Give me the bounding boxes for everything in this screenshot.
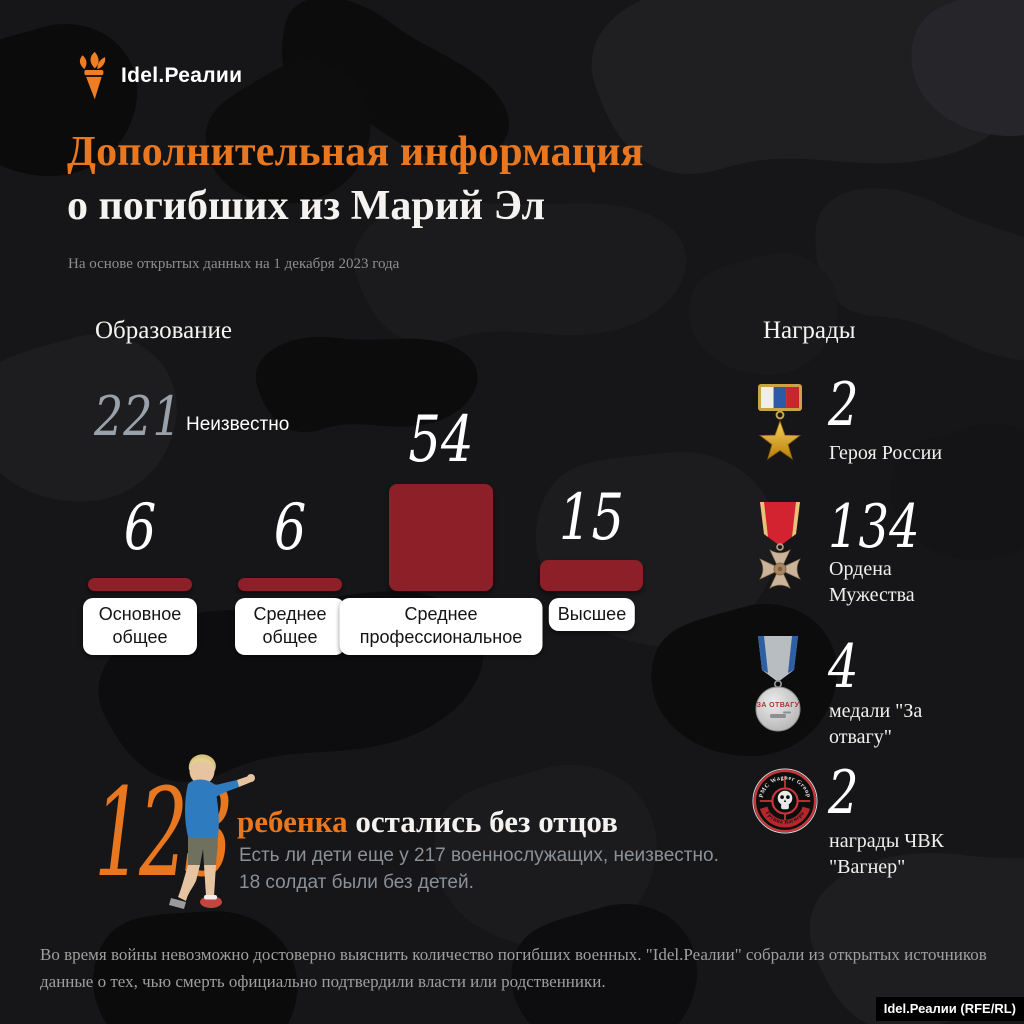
medal-inscription: ЗА ОТВАГУ xyxy=(757,702,800,709)
category-label-osnovnoe: Основное общее xyxy=(83,598,197,655)
bar-value-osnovnoe: 6 xyxy=(123,491,157,565)
award-label-order-of-courage: Ордена Мужества xyxy=(829,558,915,606)
medal-za-otvagu-icon: ЗА ОТВАГУ xyxy=(755,636,801,732)
category-label-srednee: Среднее общее xyxy=(235,598,345,655)
category-label-vysshee: Высшее xyxy=(548,598,636,632)
footer-disclaimer: Во время войны невозможно достоверно выя… xyxy=(40,945,987,992)
unknown-count: 221 xyxy=(94,385,182,448)
bar-professionalnoe xyxy=(389,484,493,591)
children-label-rest: остались без отцов xyxy=(355,804,618,839)
award-label-hero-of-russia: Героя России xyxy=(829,442,943,464)
category-label-professionalnoe: Среднее профессиональное xyxy=(339,598,543,655)
attribution-badge: Idel.Реалии (RFE/RL) xyxy=(875,997,1024,1021)
children-note-line1: Есть ли дети еще у 217 военнослужащих, н… xyxy=(239,845,719,866)
bar-osnovnoe xyxy=(88,578,192,591)
rferl-torch-icon xyxy=(79,51,106,100)
bar-vysshee xyxy=(540,560,643,591)
education-section-title: Образование xyxy=(95,317,233,344)
award-value-hero-of-russia: 2 xyxy=(828,370,859,440)
bar-srednee xyxy=(238,578,342,591)
bar-value-srednee: 6 xyxy=(273,491,307,565)
award-label-wagner: награды ЧВК "Вагнер" xyxy=(829,830,944,878)
award-label-za-otvagu: медали "За отвагу" xyxy=(829,700,923,748)
bar-value-professionalnoe: 54 xyxy=(408,403,474,477)
page-title-accent: Дополнительная информация xyxy=(67,129,644,175)
unknown-label: Неизвестно xyxy=(186,414,290,435)
award-value-order-of-courage: 134 xyxy=(828,492,920,562)
hero-of-russia-gold-star-medal-icon xyxy=(758,384,802,460)
order-of-courage-medal-icon xyxy=(759,502,801,589)
bar-value-vysshee: 15 xyxy=(558,481,625,555)
award-value-za-otvagu: 4 xyxy=(828,632,859,702)
children-label: ребенка остались без отцов xyxy=(237,804,618,840)
brand-name: Idel.Реалии xyxy=(121,64,243,87)
award-value-wagner: 2 xyxy=(828,758,859,828)
awards-section-title: Награды xyxy=(763,317,856,344)
children-note-line2: 18 солдат были без детей. xyxy=(239,872,474,893)
subtitle: На основе открытых данных на 1 декабря 2… xyxy=(68,256,400,272)
pmc-wagner-group-patch-icon: PMC Wagner Group Группа Вагнера xyxy=(752,768,818,834)
page-title: о погибших из Марий Эл xyxy=(67,183,546,229)
children-label-accent: ребенка xyxy=(237,804,348,839)
brand-logo: Idel.Реалии xyxy=(74,50,242,102)
